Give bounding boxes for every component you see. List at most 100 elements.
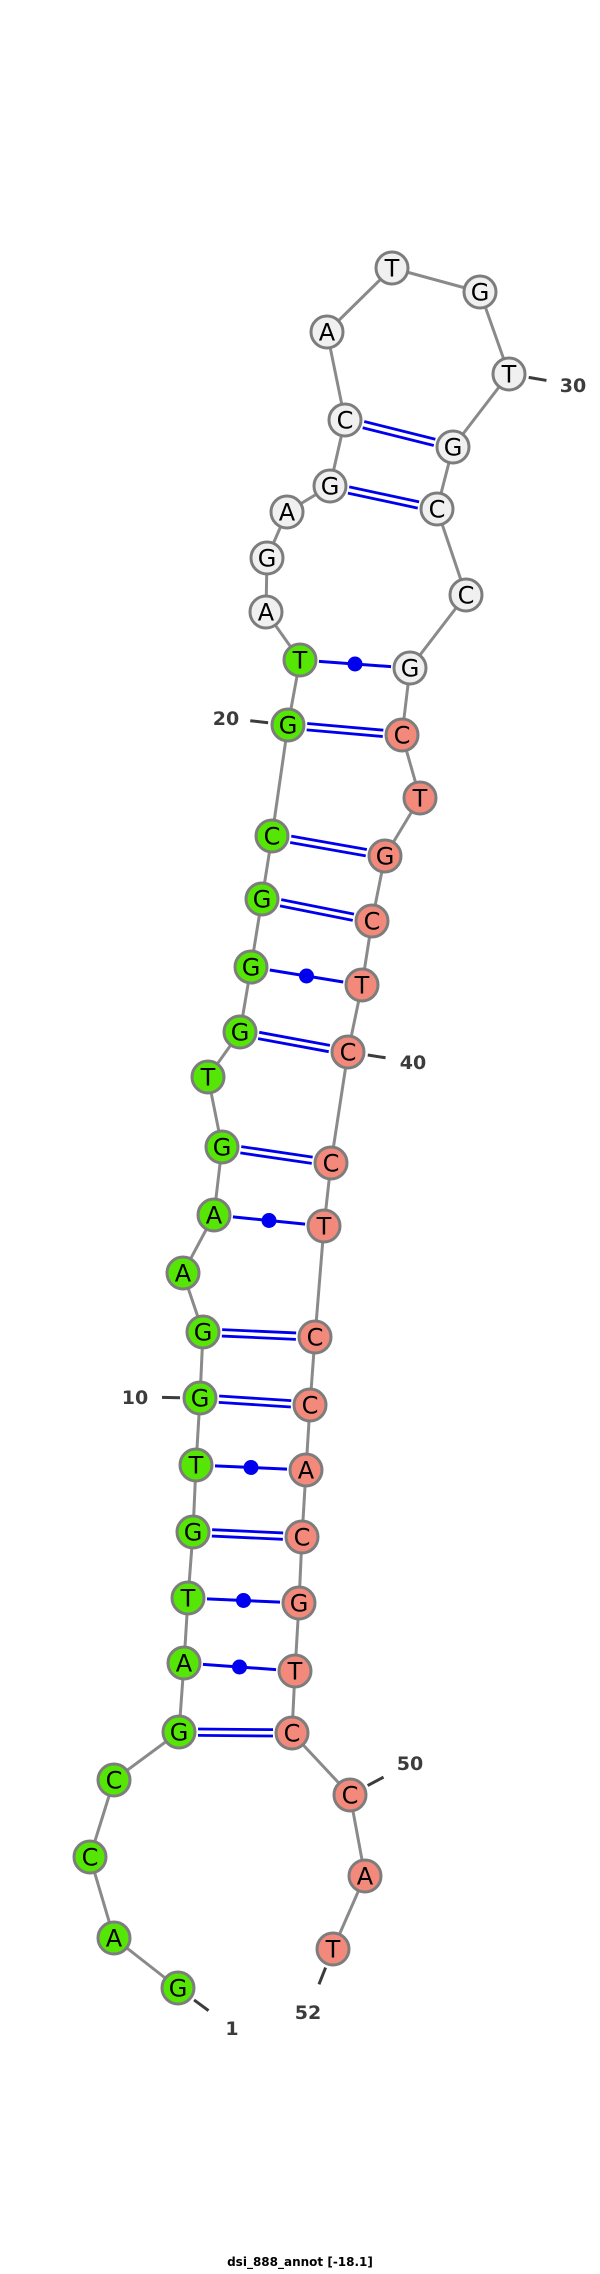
nucleotide-letter: C — [323, 1150, 340, 1178]
base-pair-bond-double — [362, 426, 435, 447]
nucleotide-letter: C — [302, 1392, 319, 1420]
nucleotide-T7: T — [170, 1580, 206, 1616]
nucleotide-C40: C — [330, 1034, 366, 1070]
nucleotide-circle — [274, 1715, 310, 1751]
nucleotide-T39: T — [344, 967, 380, 1003]
nucleotide-letter: C — [82, 1844, 99, 1872]
nucleotide-circle — [288, 1452, 324, 1488]
nucleotide-G20: G — [270, 707, 306, 743]
nucleotide-circle — [96, 1762, 132, 1798]
nucleotide-circle — [166, 1645, 202, 1681]
nucleotide-circle — [248, 594, 284, 630]
nucleotide-letter: C — [429, 496, 446, 524]
nucleotide-circle — [185, 1314, 221, 1350]
backbone-segment — [313, 1225, 326, 1338]
nucleotide-A51: A — [347, 1858, 383, 1894]
nucleotide-circle — [384, 717, 420, 753]
nucleotide-T42: T — [306, 1208, 342, 1244]
nucleotide-letter: C — [106, 1767, 123, 1795]
nucleotide-circle — [284, 1519, 320, 1555]
nucleotide-letter: G — [258, 545, 277, 573]
nucleotide-C41: C — [313, 1145, 349, 1181]
nucleotide-letter: C — [264, 823, 281, 851]
nucleotide-letter: G — [184, 1519, 203, 1547]
nucleotide-letter: C — [342, 1782, 359, 1810]
nucleotide-G34: G — [392, 650, 428, 686]
nucleotide-T15: T — [190, 1059, 226, 1095]
nucleotide-letter: T — [325, 1936, 341, 1964]
nucleotide-letter: G — [471, 279, 490, 307]
nucleotide-circle — [270, 707, 306, 743]
nucleotide-letter: G — [279, 712, 298, 740]
nucleotide-letter: A — [298, 1457, 315, 1485]
position-number: 30 — [560, 375, 586, 397]
nucleotide-letter: G — [191, 1385, 210, 1413]
nucleotide-T52: T — [315, 1931, 351, 1967]
nucleotide-G8: G — [175, 1514, 211, 1550]
base-pair-bond-double — [259, 1030, 331, 1047]
nucleotide-G25: G — [312, 468, 348, 504]
nucleotide-T48: T — [277, 1653, 313, 1689]
position-number: 52 — [295, 2002, 321, 2024]
bond-dot — [347, 656, 363, 672]
nucleotide-circle — [277, 1653, 313, 1689]
base-pair-bond-double — [280, 898, 355, 916]
nucleotide-circle — [281, 1585, 317, 1621]
position-tick — [250, 719, 269, 725]
position-tick — [528, 375, 547, 382]
nucleotide-circle — [313, 1145, 349, 1181]
nucleotide-letter: C — [394, 722, 411, 750]
backbone-segment — [329, 1051, 350, 1164]
nucleotide-letter: G — [444, 434, 463, 462]
base-pair-bond-double — [307, 722, 384, 732]
nucleotide-C49: C — [274, 1715, 310, 1751]
nucleotide-circle — [309, 314, 345, 350]
nucleotide-circle — [354, 903, 390, 939]
nucleotide-circle — [419, 491, 455, 527]
nucleotide-circle — [160, 1970, 196, 2006]
base-pair-bond-double — [241, 1145, 313, 1159]
nucleotide-letter: A — [175, 1260, 192, 1288]
nucleotide-circle — [332, 1777, 368, 1813]
nucleotide-circle — [190, 1059, 226, 1095]
nucleotide-A2: A — [96, 1920, 132, 1956]
position-tick — [367, 1053, 386, 1060]
position-label-20: 20 — [213, 708, 269, 730]
nucleotide-G1: G — [160, 1970, 196, 2006]
nucleotide-C35: C — [384, 717, 420, 753]
nucleotide-circle — [448, 577, 484, 613]
nucleotide-letter: G — [213, 1134, 232, 1162]
nucleotide-letter: T — [354, 972, 370, 1000]
base-pair-bond-double — [197, 1733, 273, 1738]
nucleotide-T28: T — [374, 250, 410, 286]
base-pair-bond-double — [279, 904, 354, 922]
nucleotide-letter: G — [321, 473, 340, 501]
nucleotide-letter: T — [200, 1064, 216, 1092]
base-pair-bond-double — [221, 1334, 296, 1341]
nucleotide-G47: G — [281, 1585, 317, 1621]
nucleotide-T30: T — [491, 356, 527, 392]
nucleotide-letter: A — [357, 1863, 374, 1891]
position-label-50: 50 — [366, 1753, 423, 1787]
nucleotide-T9: T — [178, 1447, 214, 1483]
nucleotide-A22: A — [248, 594, 284, 630]
nucleotide-G23: G — [249, 540, 285, 576]
nucleotide-circle — [222, 1014, 258, 1050]
nucleotide-circle — [161, 1714, 197, 1750]
position-label-layer: 1 10 20 30 40 50 52 — [122, 375, 586, 2040]
nucleotide-G29: G — [462, 274, 498, 310]
nucleotide-letter: G — [194, 1319, 213, 1347]
base-pair-bond-double — [240, 1151, 312, 1165]
nucleotide-letter: C — [284, 1720, 301, 1748]
nucleotide-C4: C — [96, 1762, 132, 1798]
position-number: 1 — [225, 2018, 238, 2040]
position-label-1: 1 — [193, 1998, 239, 2040]
base-pair-bond-double — [348, 485, 420, 504]
nucleotide-letter: T — [180, 1585, 196, 1613]
base-pair-bond-double — [363, 420, 436, 441]
nucleotide-C33: C — [448, 577, 484, 613]
nucleotide-letter: C — [340, 1039, 357, 1067]
nucleotide-letter: A — [279, 499, 296, 527]
position-number: 40 — [400, 1052, 426, 1074]
